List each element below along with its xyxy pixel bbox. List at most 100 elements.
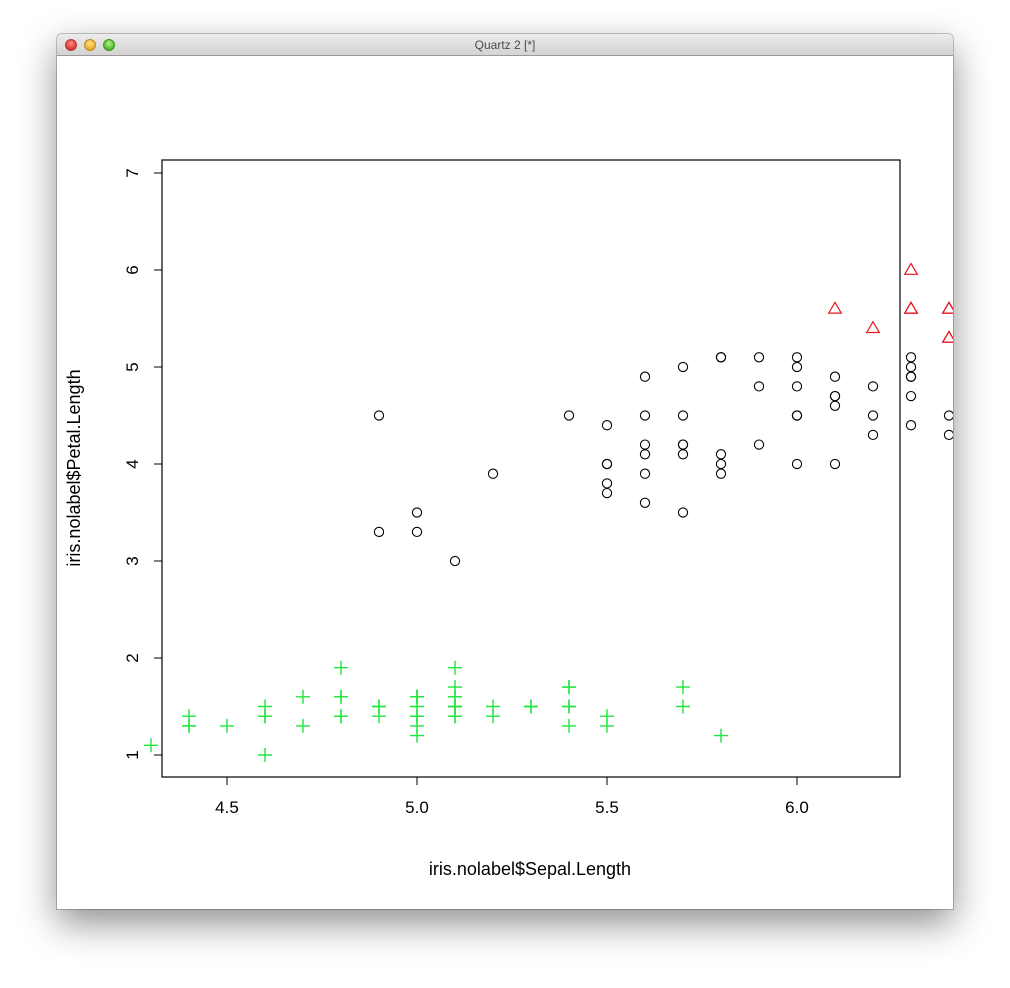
data-point-circle xyxy=(677,507,689,518)
data-point-circle xyxy=(639,449,651,460)
data-point-plus xyxy=(676,680,690,695)
data-point-plus xyxy=(258,748,272,762)
data-point-circle xyxy=(601,420,613,431)
y-tick-label: 4 xyxy=(123,459,142,468)
data-point-triangle xyxy=(865,320,881,334)
data-points xyxy=(144,262,953,762)
x-axis-label: iris.nolabel$Sepal.Length xyxy=(429,859,631,879)
data-point-plus xyxy=(182,718,196,733)
data-point-circle xyxy=(867,429,879,441)
y-tick-label: 2 xyxy=(123,653,142,662)
y-axis-label: iris.nolabel$Petal.Length xyxy=(64,369,84,566)
data-point-circle xyxy=(867,381,879,392)
data-point-plus xyxy=(676,699,690,714)
data-point-circle xyxy=(905,352,917,363)
data-point-plus xyxy=(562,718,576,733)
y-tick-label: 5 xyxy=(123,362,142,371)
data-point-plus xyxy=(410,709,424,724)
y-tick-label: 6 xyxy=(123,265,142,274)
data-point-circle xyxy=(601,458,613,470)
plot-frame xyxy=(161,159,901,778)
data-point-circle xyxy=(829,371,841,382)
data-point-circle xyxy=(905,390,917,402)
data-point-triangle xyxy=(941,330,953,343)
plot-window: Quartz 2 [*] 4.55.05.56.06.57.07.58.0 12… xyxy=(57,34,953,909)
data-point-circle xyxy=(677,439,689,450)
x-tick-label: 5.0 xyxy=(405,798,429,817)
data-point-plus xyxy=(296,689,310,704)
data-point-circle xyxy=(791,381,803,392)
y-tick-label: 7 xyxy=(123,168,142,177)
data-point-circle xyxy=(639,497,651,508)
data-point-plus xyxy=(714,728,728,743)
data-point-circle xyxy=(791,458,803,470)
data-point-circle xyxy=(639,410,651,421)
data-point-circle xyxy=(715,449,727,460)
data-point-circle xyxy=(943,410,953,421)
data-point-circle xyxy=(639,468,651,479)
x-tick-label: 5.5 xyxy=(595,798,619,817)
data-point-circle xyxy=(791,352,803,363)
data-point-triangle xyxy=(903,301,919,314)
data-point-circle xyxy=(411,526,423,538)
data-point-plus xyxy=(448,689,462,704)
data-point-circle xyxy=(867,410,879,421)
data-point-plus xyxy=(562,680,576,695)
data-point-circle xyxy=(829,458,841,470)
x-tick-label: 6.0 xyxy=(785,798,809,817)
data-point-plus xyxy=(334,660,348,675)
data-point-triangle xyxy=(903,301,919,314)
data-point-plus xyxy=(448,660,462,675)
data-point-circle xyxy=(563,410,575,421)
data-point-circle xyxy=(449,555,461,567)
data-point-circle xyxy=(601,487,613,499)
data-point-triangle xyxy=(827,301,843,314)
data-point-circle xyxy=(487,468,499,479)
data-point-circle xyxy=(791,361,803,373)
data-point-circle xyxy=(601,478,613,489)
minimize-window-icon[interactable] xyxy=(84,39,96,51)
data-point-circle xyxy=(715,468,727,479)
data-point-circle xyxy=(677,361,689,373)
data-point-plus xyxy=(220,718,234,733)
data-point-circle xyxy=(373,526,385,538)
data-point-plus xyxy=(334,689,348,704)
data-point-plus xyxy=(372,699,386,714)
data-point-plus xyxy=(334,709,348,724)
data-point-plus xyxy=(296,718,310,733)
data-point-plus xyxy=(600,718,614,733)
x-tick-label: 4.5 xyxy=(215,798,239,817)
data-point-circle xyxy=(639,371,651,382)
data-point-circle xyxy=(905,361,917,373)
data-point-circle xyxy=(829,390,841,402)
data-point-triangle xyxy=(903,262,919,275)
x-axis: 4.55.05.56.06.57.07.58.0 xyxy=(215,777,809,817)
data-point-circle xyxy=(753,381,765,392)
data-point-circle xyxy=(905,371,917,382)
data-point-circle xyxy=(373,410,385,421)
y-tick-label: 3 xyxy=(123,556,142,565)
data-point-circle xyxy=(411,507,423,518)
data-point-circle xyxy=(677,449,689,460)
data-point-circle xyxy=(639,439,651,450)
window-title: Quartz 2 [*] xyxy=(474,38,536,52)
data-point-plus xyxy=(562,699,576,714)
data-point-plus xyxy=(144,738,158,753)
data-point-circle xyxy=(943,429,953,441)
window-titlebar[interactable]: Quartz 2 [*] xyxy=(57,34,953,56)
data-point-circle xyxy=(753,439,765,450)
data-point-triangle xyxy=(941,301,953,314)
y-tick-label: 1 xyxy=(123,750,142,759)
data-point-plus xyxy=(524,699,538,714)
y-axis: 1 2 3 4 5 6 7 xyxy=(123,168,162,760)
data-point-plus xyxy=(258,709,272,724)
data-point-circle xyxy=(715,352,727,363)
data-point-circle xyxy=(677,410,689,421)
zoom-window-icon[interactable] xyxy=(103,39,115,51)
data-point-circle xyxy=(791,410,803,421)
data-point-circle xyxy=(905,420,917,431)
close-window-icon[interactable] xyxy=(65,39,77,51)
data-point-plus xyxy=(486,709,500,724)
data-point-plus xyxy=(410,689,424,704)
